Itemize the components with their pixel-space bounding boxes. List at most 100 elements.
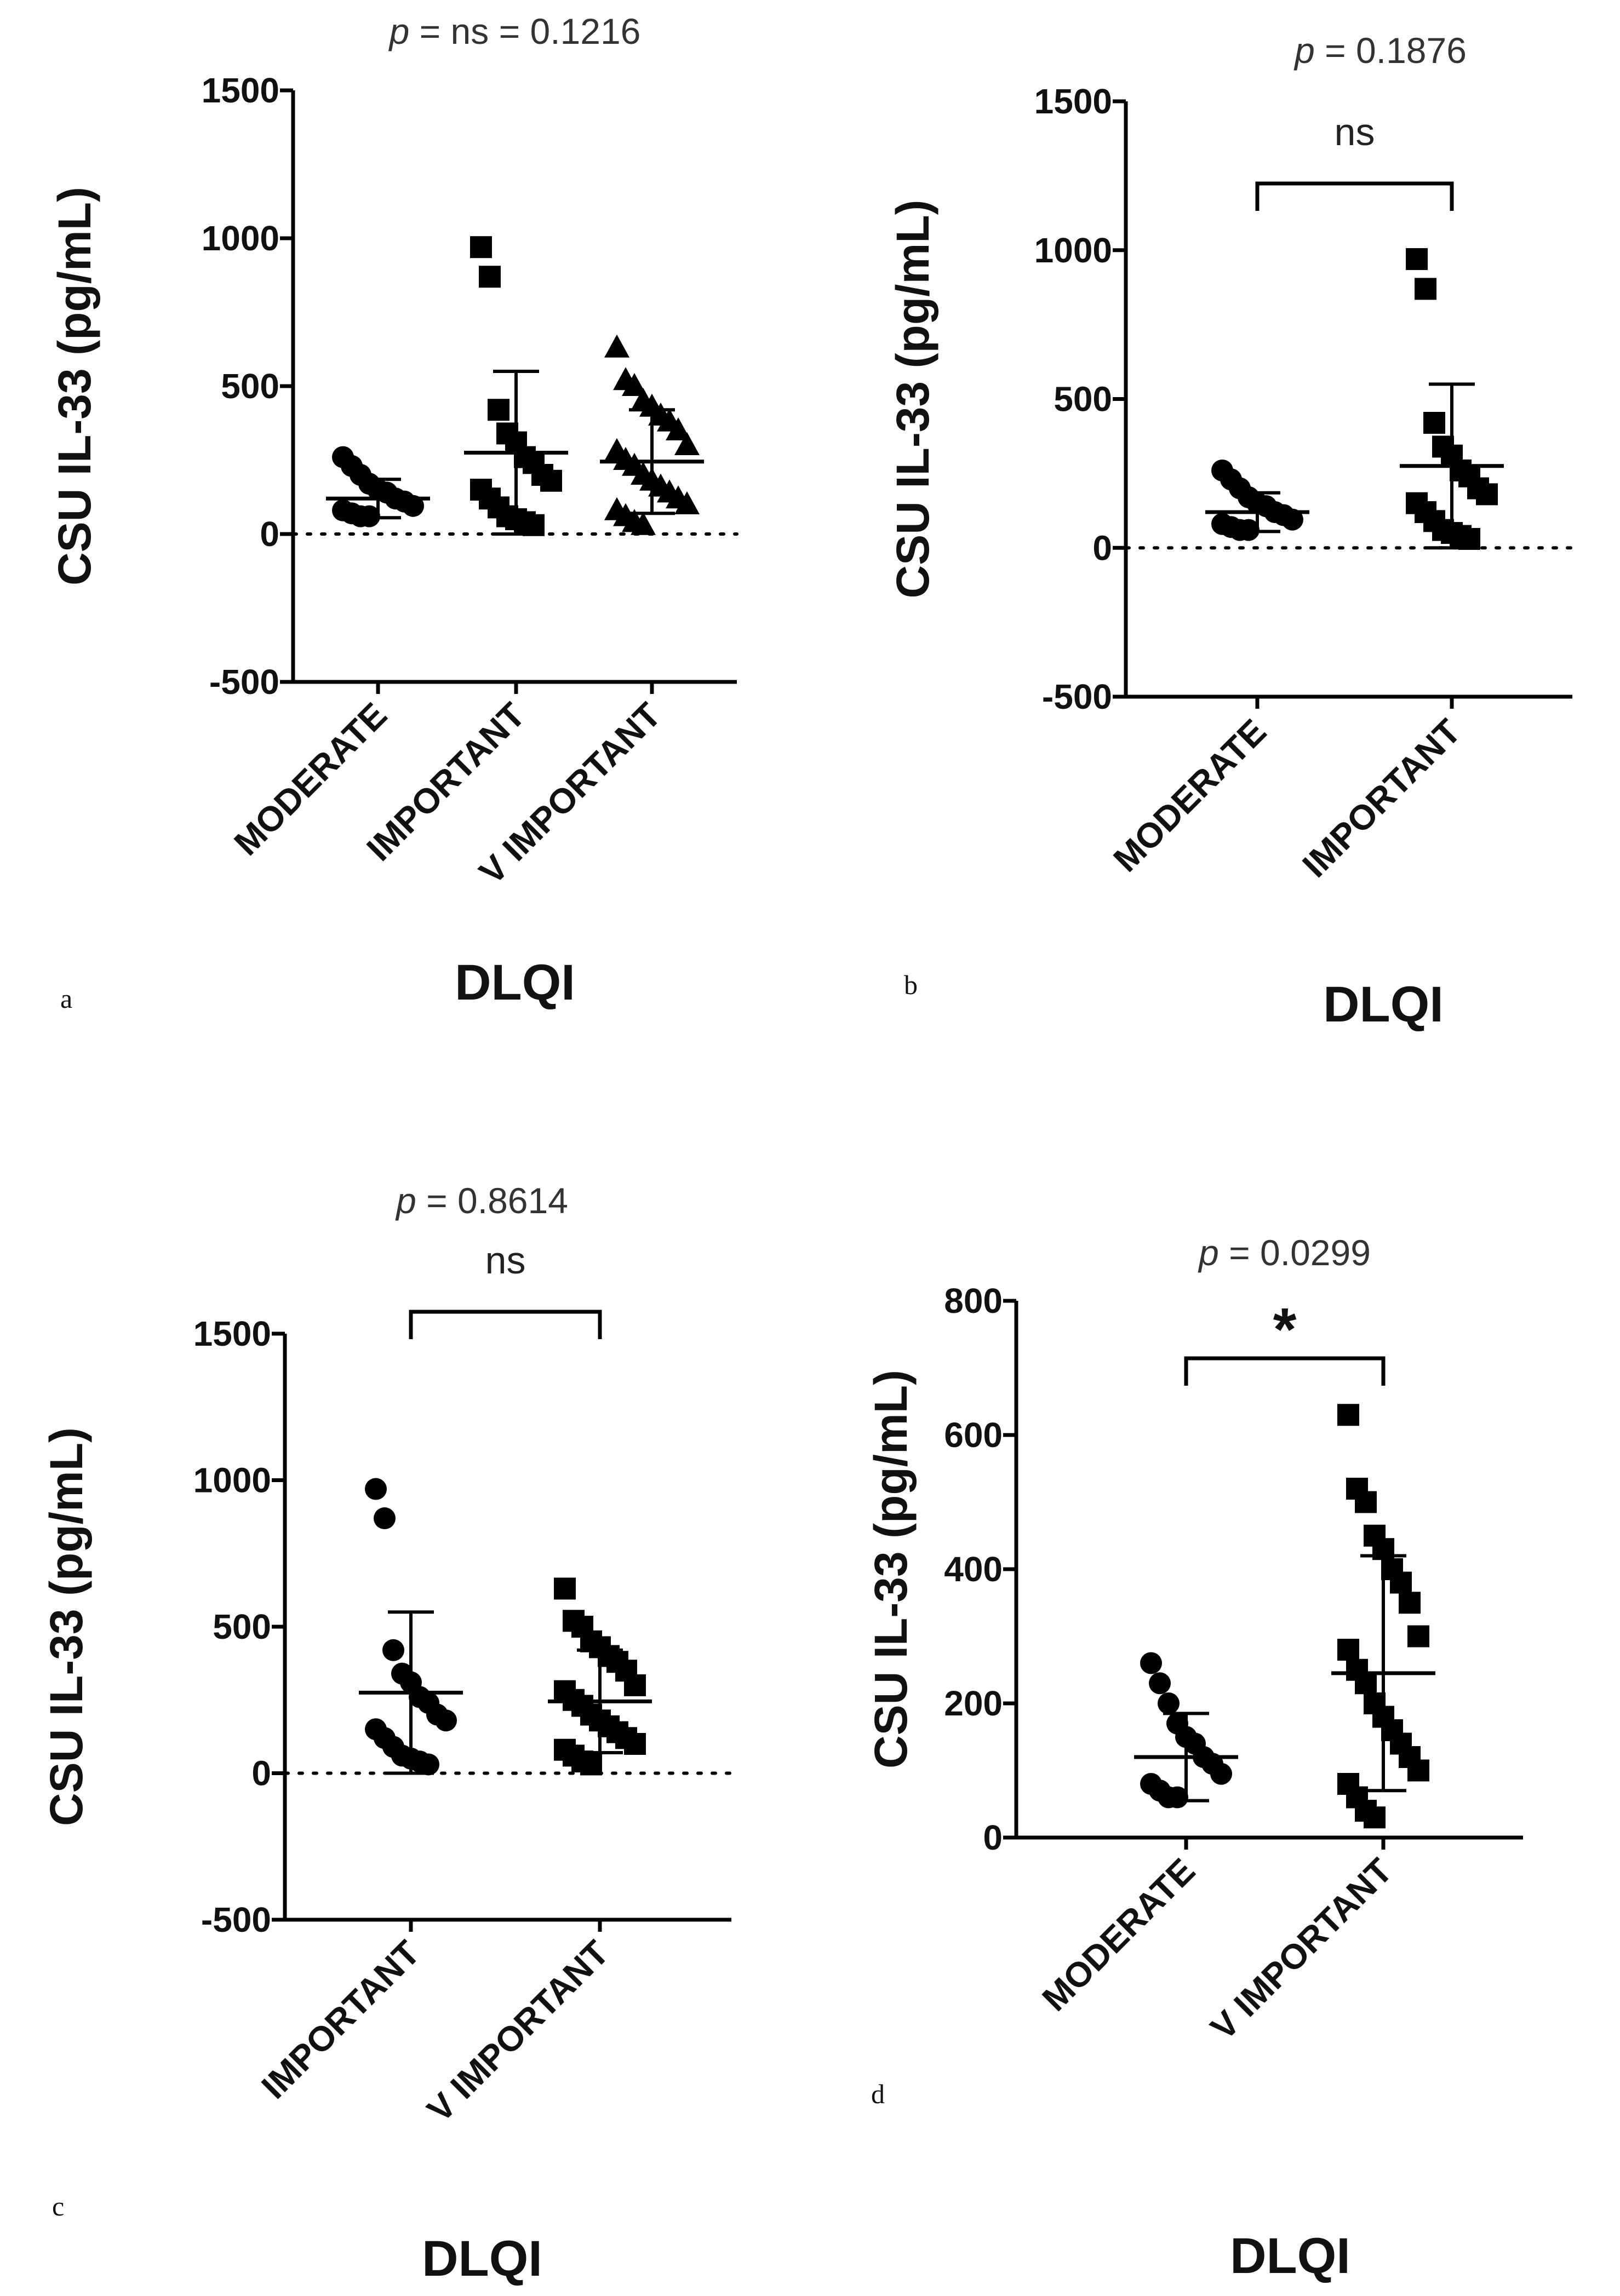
y-tick-label: 500	[221, 366, 279, 406]
significance-bracket	[409, 1310, 602, 1339]
data-point	[1364, 1806, 1386, 1829]
panel-letter: d	[871, 2079, 885, 2109]
data-point	[1355, 1672, 1377, 1695]
data-point	[1476, 483, 1498, 506]
p-symbol: p	[1198, 1232, 1219, 1273]
data-point	[1406, 248, 1428, 271]
data-point	[1407, 1625, 1429, 1648]
data-point	[540, 469, 562, 492]
data-point	[479, 266, 501, 288]
series-moderate	[326, 446, 430, 527]
x-axis-title: DLQI	[422, 2231, 542, 2287]
data-point	[622, 373, 647, 396]
y-axis-title: CSU IL-33 (pg/mL)	[865, 1370, 917, 1769]
y-tick-label: -500	[201, 1900, 271, 1939]
data-point	[417, 1753, 439, 1776]
y-tick-label: 0	[251, 1754, 271, 1793]
y-axis-title: CSU IL-33 (pg/mL)	[887, 200, 938, 599]
panel-letter: a	[60, 983, 72, 1014]
y-axis-title: CSU IL-33 (pg/mL)	[41, 1427, 92, 1826]
y-tick-label: 1000	[193, 1461, 271, 1500]
y-tick-label: 0	[260, 514, 279, 554]
y-tick-label: 800	[944, 1281, 1003, 1321]
series-moderate	[1134, 1652, 1238, 1809]
data-point	[1423, 411, 1445, 434]
data-point	[1140, 1652, 1162, 1674]
x-category-label: IMPORTANT	[1295, 711, 1468, 885]
data-point	[1210, 1763, 1232, 1785]
panel-letter: b	[904, 969, 918, 1000]
series-important	[464, 236, 568, 536]
y-tick-label: 1500	[202, 71, 279, 110]
data-point	[666, 417, 691, 440]
y-tick-label: 1500	[1034, 82, 1112, 121]
data-point	[1407, 1759, 1429, 1782]
series-important	[359, 1478, 463, 1776]
p-value-text: = 0.0299	[1219, 1232, 1371, 1273]
data-point	[374, 1507, 396, 1530]
significance-label: ns	[1335, 111, 1375, 153]
y-tick-label: 0	[1092, 528, 1112, 567]
series-v-important	[1331, 1404, 1435, 1829]
y-tick-label: -500	[209, 662, 279, 702]
chart-panel-d: 0 200 400 600 800 MODERATE V IMPORTANT * p = 0.0…	[865, 1232, 1523, 2284]
p-symbol: p	[395, 1180, 416, 1221]
data-point	[631, 512, 656, 535]
y-tick-label: 1500	[193, 1314, 271, 1353]
panel-letter: c	[52, 2191, 64, 2222]
chart-panel-b: -500 0 500 1000 1500 MODERATE IMPORTANT ns p = 0…	[887, 30, 1574, 1032]
p-value-text: = ns = 0.1216	[409, 11, 640, 51]
data-point	[1337, 1404, 1359, 1426]
y-tick-label: 500	[1054, 380, 1112, 419]
data-point	[365, 1478, 387, 1500]
y-tick-label: 1000	[202, 219, 279, 258]
y-tick-label: -500	[1042, 677, 1112, 716]
y-tick-label: 200	[944, 1684, 1003, 1723]
x-axis-title: DLQI	[1230, 2228, 1350, 2284]
data-point	[624, 1733, 646, 1755]
data-point	[382, 1639, 404, 1661]
x-category-label: IMPORTANT	[254, 1933, 427, 2106]
data-point	[1355, 1491, 1377, 1513]
data-point	[1158, 1692, 1180, 1714]
p-value-text: = 0.8614	[416, 1180, 568, 1221]
series-important	[1400, 248, 1504, 550]
series-v-important	[600, 334, 704, 535]
data-point	[674, 491, 700, 514]
series-moderate	[1205, 459, 1309, 541]
series-v-important	[548, 1577, 652, 1776]
data-point	[580, 1753, 602, 1776]
p-symbol: p	[1293, 30, 1315, 71]
data-point	[1415, 278, 1436, 300]
data-point	[1166, 1786, 1188, 1809]
data-point	[604, 334, 629, 358]
x-category-label: MODERATE	[1034, 1851, 1203, 2019]
data-point	[488, 399, 510, 421]
x-category-label: V IMPORTANT	[1203, 1851, 1400, 2047]
x-axis-title: DLQI	[455, 955, 575, 1011]
y-tick-label: 1000	[1034, 231, 1112, 270]
x-axis-title: DLQI	[1323, 977, 1444, 1032]
significance-label: *	[1273, 1296, 1297, 1363]
data-point	[1149, 1672, 1171, 1695]
data-point	[435, 1709, 457, 1732]
data-point	[1399, 1592, 1421, 1614]
data-point	[1390, 1571, 1412, 1594]
y-tick-label: 500	[213, 1607, 271, 1646]
p-value-title: p = 0.0299	[1198, 1232, 1371, 1273]
significance-bracket	[1255, 181, 1454, 211]
p-value-title: p = ns = 0.1216	[388, 11, 641, 51]
significance-label: ns	[485, 1239, 526, 1282]
x-category-label: MODERATE	[1106, 711, 1274, 880]
x-category-label: V IMPORTANT	[420, 1933, 616, 2129]
data-point	[624, 1674, 646, 1696]
data-point	[470, 236, 492, 259]
p-symbol: p	[388, 11, 410, 51]
p-value-title: p = 0.8614	[395, 1180, 568, 1221]
data-point	[674, 432, 700, 455]
p-value-title: p = 0.1876	[1293, 30, 1467, 71]
data-point	[554, 1577, 576, 1600]
y-axis-title: CSU IL-33 (pg/mL)	[49, 187, 100, 586]
